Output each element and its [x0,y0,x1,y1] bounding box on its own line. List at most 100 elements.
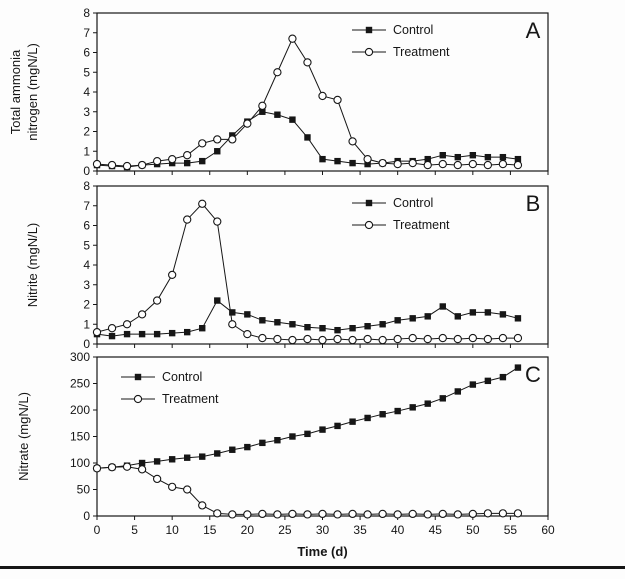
x-tick-label: 50 [466,523,480,537]
marker-filled-square [153,330,161,338]
marker-filled-square [199,325,206,332]
marker-open-circle [483,334,493,344]
marker-filled-square [514,315,522,322]
marker-open-circle [168,270,177,280]
marker-filled-square [439,152,446,159]
marker-filled-square [138,459,146,467]
y-tick-label: 4 [83,258,90,272]
marker-open-circle [107,463,117,472]
marker-open-circle [288,509,297,519]
marker-filled-square [469,152,477,159]
marker-filled-square [229,446,236,453]
marker-open-circle [137,465,147,474]
marker-open-circle [378,335,387,345]
marker-open-circle [453,160,462,170]
marker-filled-square [168,329,176,337]
marker-open-circle [303,334,312,344]
marker-open-circle [333,95,342,105]
marker-filled-square [499,311,507,318]
marker-open-circle [483,160,493,170]
marker-filled-square [319,155,326,163]
marker-open-circle [513,160,523,170]
axes-frame [96,185,549,345]
y-axis-label: Total ammonia [8,49,23,134]
marker-filled-square [304,134,311,141]
marker-filled-square [364,323,371,330]
marker-open-circle [183,485,192,494]
y-tick-label: 2 [83,125,90,139]
marker-filled-square [108,332,116,340]
marker-filled-square [364,160,371,168]
marker-filled-square [289,433,296,440]
marker-open-circle [438,159,447,169]
marker-open-circle [468,333,477,343]
marker-filled-square [214,450,221,457]
marker-open-circle [243,329,252,339]
marker-open-circle [378,158,387,168]
marker-open-circle [393,510,402,519]
marker-open-circle [363,334,372,344]
marker-open-circle [122,161,132,171]
marker-filled-square [394,317,401,324]
marker-filled-square [229,309,236,316]
series-line-treatment [96,203,518,341]
marker-open-circle [303,510,312,519]
marker-filled-square [319,325,326,332]
marker-open-circle [92,464,102,473]
y-tick-label: 8 [83,179,90,193]
marker-open-circle [228,510,237,519]
marker-open-circle [273,68,282,77]
marker-open-circle [513,509,523,518]
marker-filled-square [364,414,371,422]
marker-filled-square [514,364,522,371]
marker-filled-square [138,330,146,338]
y-tick-label: 6 [83,46,90,60]
marker-filled-square [424,313,431,320]
panel-letter: C [525,362,541,387]
marker-open-circle [318,509,327,519]
marker-filled-square [454,388,461,395]
y-tick-label: 200 [70,403,90,417]
panel-c: 0 50 100 150 200 250 300 0 5 10 15 20 25 30 35 40 45 50 55… [16,350,555,559]
y-tick-label: 1 [83,317,90,331]
marker-filled-square [454,153,461,161]
marker-filled-square [123,330,131,338]
marker-filled-square [274,111,281,118]
x-tick-label: 0 [94,523,101,537]
marker-filled-square [259,317,266,324]
marker-open-circle [152,296,162,305]
marker-open-circle [348,137,357,146]
marker-filled-square [184,159,191,167]
y-tick-label: 7 [83,26,90,40]
marker-open-circle [453,510,462,519]
marker-open-circle [198,501,207,510]
marker-open-circle [288,335,297,345]
marker-open-circle [498,159,508,169]
marker-open-circle [107,324,117,333]
y-tick-label: 3 [83,278,90,292]
marker-filled-square [379,321,386,328]
marker-open-circle [408,509,417,519]
marker-open-circle [258,333,267,343]
y-tick-label: 50 [77,483,91,497]
y-tick-label: 0 [83,337,90,351]
legend-label-treatment: Treatment [393,45,450,59]
panel-b: 0 1 2 3 4 5 6 7 8 Nitrite (mgN/L) Control Treatment… [25,179,549,351]
marker-open-circle [92,159,102,169]
marker-open-circle [107,160,117,170]
marker-filled-square [244,443,251,451]
marker-open-circle [363,510,372,519]
marker-filled-square [499,153,507,161]
marker-open-circle [137,310,147,319]
marker-open-circle [438,509,447,519]
marker-open-circle [168,482,177,491]
marker-filled-square [439,303,446,310]
y-tick-label: 0 [83,509,90,523]
x-tick-label: 40 [391,523,405,537]
marker-open-circle [423,160,432,170]
y-axis-label: Nitrite (mgN/L) [25,223,40,308]
series-line-control [96,367,519,469]
marker-filled-square [349,418,356,425]
marker-filled-square [499,373,507,381]
marker-filled-square [334,422,341,430]
